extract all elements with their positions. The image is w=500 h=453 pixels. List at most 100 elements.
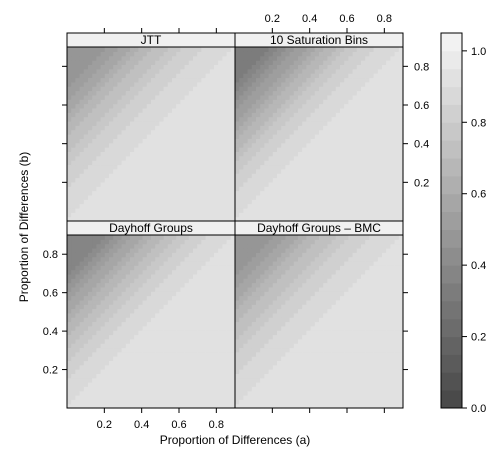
- heatmap-cell: [205, 295, 211, 301]
- heatmap-cell: [100, 99, 106, 105]
- heatmap-cell: [373, 164, 379, 170]
- heatmap-cell: [180, 51, 186, 57]
- heatmap-cell: [361, 199, 366, 205]
- heatmap-cell: [365, 116, 370, 122]
- heatmap-cell: [142, 390, 148, 396]
- heatmap-cell: [92, 265, 97, 271]
- heatmap-cell: [205, 308, 211, 314]
- heatmap-cell: [260, 190, 265, 196]
- heatmap-cell: [172, 186, 177, 192]
- heatmap-cell: [205, 190, 211, 196]
- heatmap-cell: [184, 260, 190, 266]
- heatmap-cell: [142, 120, 148, 126]
- heatmap-cell: [230, 347, 236, 353]
- heatmap-cell: [151, 164, 156, 170]
- heatmap-cell: [109, 129, 114, 135]
- heatmap-cell: [226, 256, 232, 262]
- heatmap-cell: [302, 186, 307, 192]
- heatmap-cell: [277, 73, 282, 79]
- heatmap-cell: [314, 129, 320, 135]
- heatmap-cell: [222, 107, 228, 113]
- heatmap-cell: [306, 73, 312, 79]
- heatmap-cell: [398, 68, 404, 74]
- heatmap-cell: [352, 103, 358, 109]
- heatmap-cell: [146, 325, 152, 331]
- heatmap-cell: [394, 86, 400, 92]
- heatmap-cell: [100, 77, 106, 83]
- heatmap-cell: [239, 360, 244, 366]
- heatmap-cell: [340, 99, 345, 105]
- heatmap-cell: [197, 68, 202, 74]
- heatmap-cell: [142, 134, 148, 139]
- heatmap-cell: [125, 330, 131, 336]
- heatmap-cell: [251, 55, 257, 61]
- heatmap-cell: [92, 343, 97, 349]
- heatmap-cell: [356, 199, 362, 205]
- heatmap-cell: [121, 360, 127, 366]
- heatmap-cell: [159, 142, 165, 148]
- heatmap-cell: [104, 212, 110, 218]
- heatmap-cell: [104, 390, 110, 396]
- heatmap-cell: [159, 164, 165, 170]
- heatmap-cell: [251, 216, 257, 222]
- heatmap-cell: [256, 86, 261, 92]
- heatmap-cell: [88, 338, 93, 344]
- heatmap-cell: [230, 360, 236, 366]
- heatmap-cell: [356, 142, 362, 148]
- heatmap-cell: [331, 203, 337, 209]
- heatmap-cell: [125, 347, 131, 353]
- heatmap-cell: [134, 142, 139, 148]
- heatmap-cell: [209, 390, 215, 396]
- heatmap-cell: [96, 403, 102, 409]
- heatmap-cell: [138, 282, 144, 288]
- heatmap-cell: [386, 116, 391, 122]
- heatmap-cell: [281, 112, 286, 118]
- heatmap-cell: [314, 168, 320, 174]
- heatmap-cell: [365, 173, 370, 179]
- heatmap-cell: [289, 116, 295, 122]
- heatmap-cell: [277, 190, 282, 196]
- heatmap-cell: [67, 356, 72, 362]
- heatmap-cell: [100, 338, 106, 344]
- heatmap-cell: [134, 199, 139, 205]
- heatmap-cell: [239, 194, 244, 200]
- heatmap-cell: [146, 138, 152, 144]
- heatmap-cell: [369, 173, 375, 179]
- heatmap-cell: [193, 347, 198, 353]
- heatmap-cell: [264, 99, 270, 105]
- heatmap-cell: [302, 120, 307, 126]
- heatmap-cell: [88, 60, 93, 65]
- heatmap-cell: [298, 147, 303, 152]
- heatmap-cell: [75, 382, 81, 387]
- heatmap-cell: [134, 308, 139, 314]
- heatmap-cell: [146, 295, 152, 301]
- heatmap-cell: [222, 129, 228, 135]
- heatmap-cell: [134, 390, 139, 396]
- heatmap-cell: [209, 107, 215, 113]
- heatmap-cell: [180, 265, 186, 271]
- heatmap-cell: [382, 51, 387, 57]
- heatmap-cell: [142, 164, 148, 170]
- heatmap-cell: [293, 86, 299, 92]
- heatmap-cell: [121, 321, 127, 327]
- heatmap-cell: [293, 94, 299, 100]
- heatmap-cell: [193, 55, 198, 61]
- heatmap-cell: [256, 155, 261, 161]
- heatmap-cell: [130, 103, 135, 109]
- heatmap-cell: [117, 373, 123, 379]
- heatmap-cell: [331, 68, 337, 74]
- heatmap-cell: [188, 77, 194, 83]
- heatmap-cell: [163, 235, 169, 240]
- heatmap-cell: [369, 142, 375, 148]
- heatmap-cell: [289, 147, 295, 152]
- heatmap-cell: [365, 155, 370, 161]
- heatmap-cell: [125, 286, 131, 292]
- heatmap-cell: [67, 151, 72, 157]
- heatmap-cell: [138, 347, 144, 353]
- heatmap-cell: [100, 173, 106, 179]
- heatmap-cell: [369, 190, 375, 196]
- heatmap-cell: [83, 190, 89, 196]
- heatmap-cell: [121, 256, 127, 262]
- heatmap-cell: [67, 125, 72, 131]
- heatmap-cell: [79, 120, 85, 126]
